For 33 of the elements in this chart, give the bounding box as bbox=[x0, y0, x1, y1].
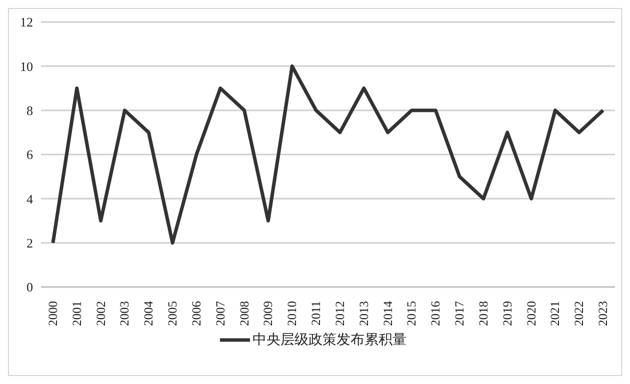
y-tick-label: 8 bbox=[26, 102, 33, 118]
x-tick-label: 2016 bbox=[428, 301, 443, 326]
x-tick-label: 2015 bbox=[404, 301, 419, 326]
x-tick-label: 2001 bbox=[70, 301, 84, 326]
x-tick-label: 2013 bbox=[356, 301, 371, 326]
x-tick-label: 2008 bbox=[237, 301, 252, 326]
x-tick-label: 2010 bbox=[285, 301, 300, 326]
y-tick-label: 10 bbox=[20, 58, 33, 74]
x-tick-label: 2023 bbox=[596, 301, 610, 326]
x-tick-label: 2017 bbox=[452, 301, 467, 326]
x-tick-label: 2003 bbox=[118, 301, 132, 326]
x-tick-label: 2021 bbox=[548, 301, 562, 326]
line-series bbox=[51, 64, 605, 245]
y-tick-label: 12 bbox=[20, 14, 33, 30]
x-tick-label: 2007 bbox=[213, 301, 228, 326]
x-tick-label: 2004 bbox=[142, 300, 156, 326]
x-tick-label: 2002 bbox=[94, 301, 108, 326]
x-tick-label: 2018 bbox=[476, 301, 490, 326]
x-tick-label: 2019 bbox=[500, 301, 514, 326]
y-tick-label: 0 bbox=[26, 280, 33, 295]
x-tick-label: 2005 bbox=[166, 301, 180, 326]
x-tick-label: 2022 bbox=[572, 301, 586, 326]
x-tick-label: 2000 bbox=[46, 301, 60, 326]
y-tick-label: 4 bbox=[26, 191, 34, 206]
y-tick-label: 6 bbox=[26, 147, 34, 162]
x-tick-label: 2011 bbox=[309, 301, 324, 326]
x-tick-label: 2020 bbox=[524, 301, 538, 326]
y-tick-label: 2 bbox=[26, 235, 33, 250]
x-tick-label: 2014 bbox=[380, 300, 395, 326]
x-tick-label: 2009 bbox=[261, 301, 276, 326]
x-tick-label: 2006 bbox=[189, 301, 204, 326]
x-tick-label: 2012 bbox=[332, 301, 347, 326]
legend-label: 中央层级政策发布累积量 bbox=[252, 331, 406, 349]
